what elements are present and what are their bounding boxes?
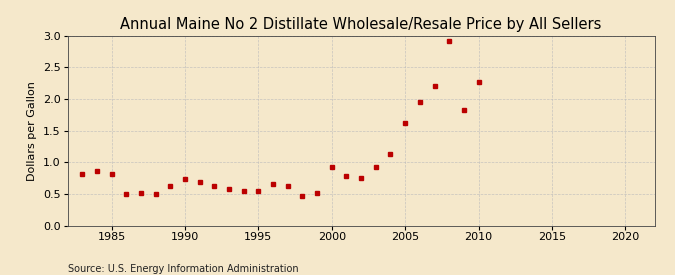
Y-axis label: Dollars per Gallon: Dollars per Gallon [27,81,37,181]
Text: Source: U.S. Energy Information Administration: Source: U.S. Energy Information Administ… [68,264,298,274]
Title: Annual Maine No 2 Distillate Wholesale/Resale Price by All Sellers: Annual Maine No 2 Distillate Wholesale/R… [120,17,602,32]
